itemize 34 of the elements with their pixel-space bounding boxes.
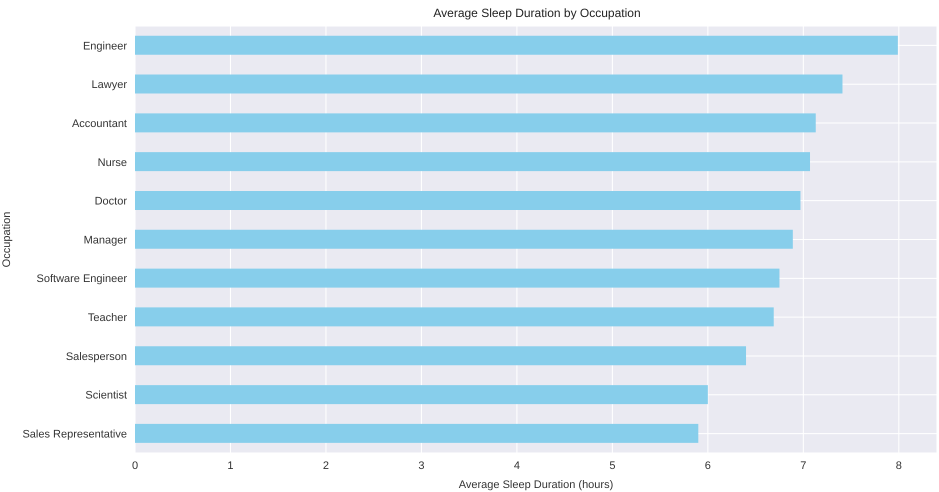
y-axis-title: Occupation [0, 212, 13, 268]
bar [135, 424, 698, 443]
y-tick-label: Doctor [94, 196, 128, 208]
bar [135, 190, 800, 210]
x-tick-label: 4 [514, 460, 520, 472]
y-tick-label: Manager [84, 234, 128, 246]
x-tick-label: 3 [418, 460, 424, 472]
x-tick-label: 8 [896, 460, 902, 472]
y-tick-label: Scientist [85, 390, 127, 402]
y-tick-label: Engineer [82, 40, 128, 52]
bar [135, 307, 774, 326]
x-tick-label: 0 [132, 460, 138, 472]
x-tick-label: 6 [704, 460, 711, 472]
bar [135, 268, 780, 288]
y-tick-label: Sales Representative [22, 428, 127, 440]
y-tick-label: Teacher [88, 312, 128, 324]
y-tick-label: Nurse [98, 156, 127, 169]
bar [135, 152, 810, 172]
y-tick-label: Salesperson [66, 350, 127, 363]
x-tick-label: 1 [227, 460, 234, 472]
y-tick-label: Accountant [72, 118, 127, 130]
y-tick-label: Lawyer [92, 79, 128, 92]
x-tick-label: 2 [322, 460, 330, 472]
bar [135, 113, 816, 132]
bar [135, 230, 793, 249]
x-tick-label: 7 [800, 460, 806, 472]
bar [135, 346, 746, 366]
y-tick-label: Software Engineer [36, 273, 128, 286]
bar [135, 385, 708, 404]
chart-title: Average Sleep Duration by Occupation [432, 6, 642, 20]
bar [135, 74, 842, 94]
bar [135, 36, 898, 55]
x-axis-title: Average Sleep Duration (hours) [458, 479, 614, 491]
x-tick-label: 5 [609, 460, 616, 472]
